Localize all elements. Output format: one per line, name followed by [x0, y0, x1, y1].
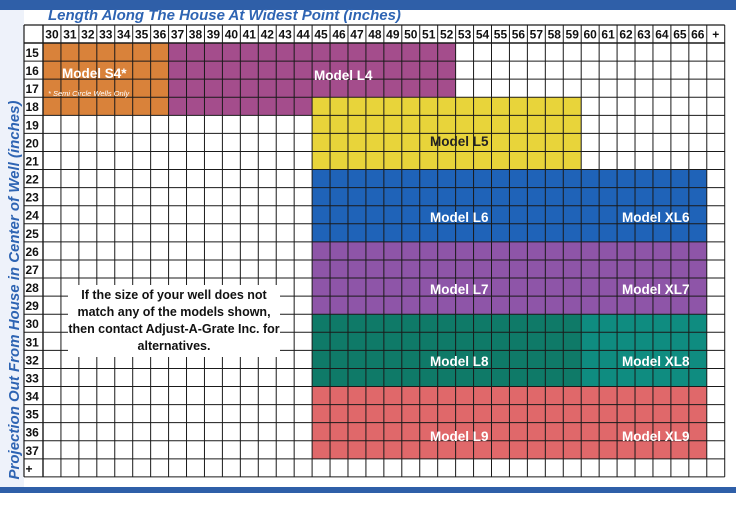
- y-tick-label: 16: [26, 64, 40, 78]
- x-tick-label: 51: [422, 28, 436, 42]
- bottom-band: [0, 487, 736, 493]
- label-model-l5: Model L5: [430, 134, 489, 149]
- x-tick-label: 63: [637, 28, 651, 42]
- y-tick-label: 23: [26, 191, 40, 205]
- x-tick-label: 42: [261, 28, 275, 42]
- x-tick-label: 36: [153, 28, 167, 42]
- x-tick-label: 52: [440, 28, 454, 42]
- y-tick-label: 26: [26, 245, 40, 259]
- x-tick-label: 64: [655, 28, 669, 42]
- x-tick-label: 37: [171, 28, 185, 42]
- y-tick-label: 33: [26, 371, 40, 385]
- label-model-xl9: Model XL9: [622, 429, 690, 444]
- size-chart: 30 31 32 33 34 35 36 37 38 39 40 41 42 43 44 45 46 47 48 49…: [23, 24, 726, 478]
- y-tick-label: 25: [26, 227, 40, 241]
- y-tick-label: 35: [26, 408, 40, 422]
- x-tick-label: 50: [404, 28, 418, 42]
- label-model-xl7: Model XL7: [622, 282, 690, 297]
- y-tick-label: 17: [26, 82, 40, 96]
- top-band: [0, 0, 736, 10]
- label-semi-circle-note: * Semi Circle Wells Only: [48, 89, 130, 98]
- x-tick-label: 46: [332, 28, 346, 42]
- x-axis-title: Length Along The House At Widest Point (…: [48, 7, 401, 24]
- x-tick-label: 35: [135, 28, 149, 42]
- x-tick-label: 32: [81, 28, 95, 42]
- label-model-l8: Model L8: [430, 354, 489, 369]
- y-tick-label: 18: [26, 100, 40, 114]
- x-tick-label: 65: [673, 28, 687, 42]
- x-tick-label: 49: [386, 28, 400, 42]
- x-tick-label: 56: [512, 28, 526, 42]
- y-tick-label: +: [26, 462, 33, 476]
- x-tick-label: 53: [458, 28, 472, 42]
- note-text: If the size of your well does not match …: [68, 285, 280, 357]
- x-tick-label: 54: [476, 28, 490, 42]
- y-tick-label: 30: [26, 317, 40, 331]
- x-tick-label: 66: [691, 28, 705, 42]
- x-tick-label: 39: [207, 28, 221, 42]
- x-tick-label: 38: [189, 28, 203, 42]
- x-tick-label: 62: [619, 28, 633, 42]
- label-model-l7: Model L7: [430, 282, 489, 297]
- x-tick-label: 34: [117, 28, 131, 42]
- y-tick-label: 15: [26, 46, 40, 60]
- x-tick-label: 45: [314, 28, 328, 42]
- label-model-xl8: Model XL8: [622, 354, 690, 369]
- x-tick-label: 59: [566, 28, 580, 42]
- label-model-l6: Model L6: [430, 210, 489, 225]
- x-tick-label: 60: [583, 28, 597, 42]
- x-tick-label: 40: [225, 28, 239, 42]
- y-tick-label: 31: [26, 335, 40, 349]
- y-tick-label: 24: [26, 209, 40, 223]
- x-tick-label: 31: [63, 28, 77, 42]
- x-tick-label: 44: [296, 28, 310, 42]
- y-tick-label: 27: [26, 263, 40, 277]
- label-model-l9: Model L9: [430, 429, 489, 444]
- y-tick-label: 32: [26, 353, 40, 367]
- label-model-xl6: Model XL6: [622, 210, 690, 225]
- left-band: [0, 10, 24, 487]
- x-tick-label: 47: [350, 28, 364, 42]
- y-tick-label: 20: [26, 136, 40, 150]
- y-tick-label: 37: [26, 444, 40, 458]
- y-tick-label: 28: [26, 281, 40, 295]
- x-tick-label: 41: [243, 28, 257, 42]
- y-tick-label: 22: [26, 173, 40, 187]
- y-tick-label: 36: [26, 426, 40, 440]
- y-tick-label: 34: [26, 390, 40, 404]
- x-tick-label: 58: [548, 28, 562, 42]
- x-tick-label: +: [712, 28, 719, 42]
- x-tick-label: 33: [99, 28, 113, 42]
- x-tick-label: 57: [530, 28, 544, 42]
- y-tick-label: 19: [26, 118, 40, 132]
- y-tick-label: 21: [26, 154, 40, 168]
- x-tick-label: 30: [45, 28, 59, 42]
- x-tick-label: 55: [494, 28, 508, 42]
- x-tick-label: 61: [601, 28, 615, 42]
- x-tick-label: 43: [279, 28, 293, 42]
- y-tick-label: 29: [26, 299, 40, 313]
- label-model-l4: Model L4: [314, 68, 373, 83]
- label-model-s4: Model S4*: [62, 66, 127, 81]
- x-tick-label: 48: [368, 28, 382, 42]
